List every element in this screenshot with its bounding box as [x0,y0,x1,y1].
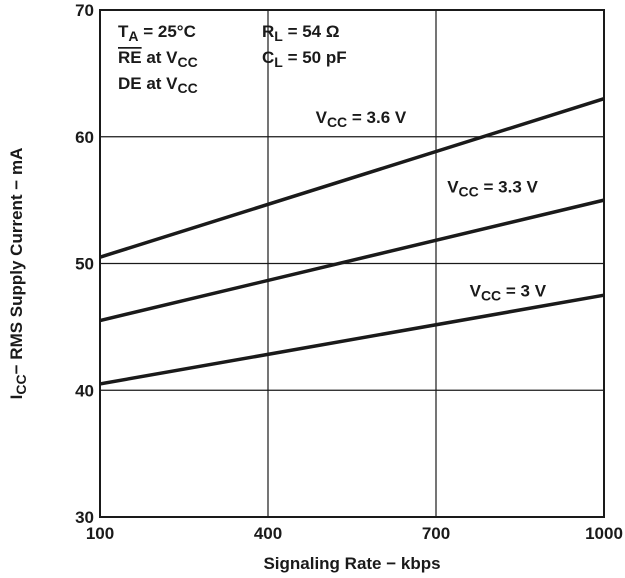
condition-text: TA = 25°C [118,22,196,44]
y-tick-label: 60 [75,128,94,147]
series-line-0 [99,97,605,259]
condition-text: CL = 50 pF [262,48,347,70]
series-label-2: VCC = 3 V [470,281,547,303]
y-tick-label: 50 [75,255,94,274]
x-tick-label: 700 [422,524,450,543]
test-conditions: TA = 25°C RE at VCC DE at VCC RL = 54 Ω CL =… [118,22,347,96]
y-axis-title: ICC− RMS Supply Current − mA [7,148,29,400]
x-tick-label: 100 [86,524,114,543]
x-tick-labels: 100 400 700 1000 [86,524,623,543]
condition-text: DE at VCC [118,74,198,96]
y-tick-label: 30 [75,508,94,527]
x-axis-title: Signaling Rate − kbps [263,554,440,573]
y-tick-label: 40 [75,381,94,400]
series-line-1 [99,198,605,323]
x-tick-label: 1000 [585,524,623,543]
x-tick-label: 400 [254,524,282,543]
series-label-1: VCC = 3.3 V [447,178,538,200]
series-lines [99,97,605,386]
y-tick-label: 70 [75,1,94,20]
condition-text: RE at VCC [118,48,198,70]
condition-text: RL = 54 Ω [262,22,339,44]
series-labels: VCC = 3.6 V VCC = 3.3 V VCC = 3 V [316,108,547,304]
series-label-0: VCC = 3.6 V [316,108,407,130]
series-line-2 [99,293,605,386]
plot-frame [99,9,605,518]
y-tick-labels: 30 40 50 60 70 [75,1,94,527]
